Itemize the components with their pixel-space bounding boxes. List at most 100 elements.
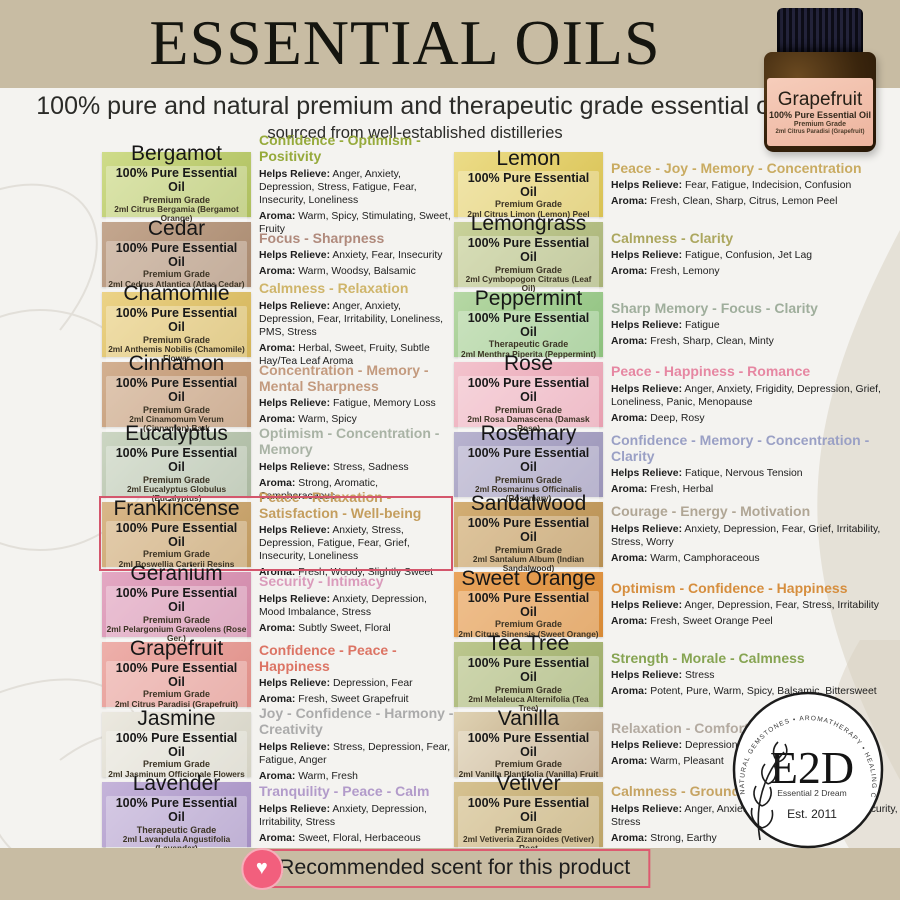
oil-pure-line: 100% Pure Essential Oil: [115, 376, 238, 404]
relieves-list: Anxiety, Depression, Fear, Grief, Irrita…: [611, 523, 881, 548]
aroma-label: Aroma:: [611, 616, 648, 628]
oil-pure-line: 100% Pure Essential Oil: [115, 586, 238, 614]
oil-benefits-headline: Relaxation - Comfort: [611, 719, 749, 736]
oil-label-image: Rose 100% Pure Essential Oil Premium Gra…: [454, 352, 603, 435]
oil-label-lines: 100% Pure Essential Oil Premium Grade 2m…: [106, 586, 247, 645]
oil-benefits-headline: Concentration - Memory - Mental Sharpnes…: [259, 361, 429, 394]
aroma-label: Aroma:: [259, 770, 296, 782]
oil-pure-line: 100% Pure Essential Oil: [115, 796, 238, 824]
relieves-list: Anxiety, Stress, Depression, Fatigue, Fe…: [259, 525, 410, 563]
oil-info: Strength - Morale - Calmness Helps Relie…: [611, 650, 898, 699]
oil-grade-line: Premium Grade: [494, 684, 563, 695]
oil-name: Jasmine: [137, 706, 216, 730]
oil-relieves: Helps Relieve: Anger, Anxiety, Depressio…: [259, 300, 454, 339]
relieves-label: Helps Relieve:: [611, 383, 683, 395]
oil-botanical-line: 2ml Citrus Limon (Lemon) Peel: [467, 208, 590, 219]
aroma-label: Aroma:: [611, 412, 648, 424]
oil-name: Geranium: [130, 562, 223, 586]
oil-entry: Jasmine 100% Pure Essential Oil Premium …: [102, 705, 454, 782]
oil-aroma: Aroma: Subtly Sweet, Floral: [259, 622, 454, 635]
oil-benefits-headline: Optimism - Concentration - Memory: [259, 425, 440, 457]
relieves-list: Fear, Fatigue, Indecision, Confusion: [684, 180, 852, 192]
aroma-list: Warm, Camphoraceous: [650, 552, 760, 564]
aroma-label: Aroma:: [259, 477, 296, 489]
oil-relieves: Helps Relieve: Depression, Fear: [259, 677, 454, 690]
aroma-list: Warm, Woodsy, Balsamic: [298, 266, 416, 278]
relieves-list: Fatique, Nervous Tension: [684, 468, 803, 480]
oil-botanical-line: 2ml Cymbopogon Citratus (Leaf Oil): [465, 273, 592, 294]
oil-botanical-line: 2ml Pelargonium Graveolens (Rose Ger.): [106, 623, 247, 644]
aroma-list: Strong, Earthy: [650, 832, 717, 844]
relieves-label: Helps Relieve:: [611, 600, 683, 612]
oil-benefits-headline: Confidence - Memory - Concentration - Cl…: [611, 431, 870, 464]
relieves-label: Helps Relieve:: [259, 300, 331, 312]
oil-grade-line: Premium Grade: [494, 404, 563, 415]
aroma-list: Sweet, Floral, Herbaceous: [298, 832, 421, 844]
aroma-list: Fresh, Clean, Sharp, Citrus, Lemon Peel: [650, 196, 838, 208]
oil-relieves: Helps Relieve: Fatique, Nervous Tension: [611, 467, 898, 480]
relieves-list: Depression: [684, 740, 738, 752]
oil-grade-line: Premium Grade: [494, 544, 563, 555]
oil-label-image: Cedar 100% Pure Essential Oil Premium Gr…: [102, 217, 251, 291]
oil-benefits-headline: Calmness - Clarity: [611, 229, 734, 246]
oil-benefits-headline: Calmness - Grounding: [611, 783, 762, 800]
oil-info: Focus - Sharpness Helps Relieve: Anxiety…: [259, 230, 454, 279]
bottle-body: Grapefruit 100% Pure Essential Oil Premi…: [764, 52, 876, 152]
oil-benefits-headline: Peace - Joy - Memory - Concentration: [611, 159, 862, 176]
oil-botanical-line: 2ml Anthemis Nobilis (Chamomile) Flower: [108, 343, 245, 364]
oil-pure-line: 100% Pure Essential Oil: [115, 660, 238, 689]
relieves-label: Helps Relieve:: [611, 523, 683, 535]
oil-relieves: Helps Relieve: Fatigue: [611, 319, 898, 332]
oil-benefits-headline: Calmness - Relaxation: [259, 280, 409, 297]
oil-label-image: Lemongrass 100% Pure Essential Oil Premi…: [454, 212, 603, 295]
oil-name: Vetiver: [496, 772, 561, 796]
oil-entry: Rosemary 100% Pure Essential Oil Premium…: [454, 422, 898, 505]
oil-grade-line: Premium Grade: [494, 199, 563, 210]
oil-info: Confidence - Memory - Concentration - Cl…: [611, 432, 898, 496]
relieves-label: Helps Relieve:: [259, 803, 331, 815]
oil-pure-line: 100% Pure Essential Oil: [115, 166, 238, 194]
oil-entry: Lavender 100% Pure Essential Oil Therape…: [102, 772, 454, 855]
oil-grade-line: Premium Grade: [142, 269, 211, 280]
aroma-list: Potent, Pure, Warm, Spicy, Balsamic, Bit…: [650, 686, 877, 698]
oil-grade-line: Premium Grade: [494, 824, 563, 835]
oil-botanical-line: 2ml Menthra Piperita (Peppermint): [460, 348, 597, 359]
oil-label-image: Bergamot 100% Pure Essential Oil Premium…: [102, 142, 251, 225]
oil-info: Security - Intimacy Helps Relieve: Anxie…: [259, 573, 454, 635]
oil-name: Lemongrass: [470, 212, 587, 236]
oil-botanical-line: 2ml Vanilla Plantifolia (Vanilla) Fruit: [458, 768, 599, 779]
aroma-label: Aroma:: [259, 266, 296, 278]
oil-grade-line: Premium Grade: [142, 549, 211, 560]
oil-relieves: Helps Relieve: Stress, Sadness: [259, 461, 454, 474]
oil-aroma: Aroma: Potent, Pure, Warm, Spicy, Balsam…: [611, 685, 898, 698]
oil-info: Tranquility - Peace - Calm Helps Relieve…: [259, 783, 454, 845]
relieves-label: Helps Relieve:: [259, 250, 331, 262]
oil-grade-line: Premium Grade: [142, 404, 211, 415]
oil-label-lines: 100% Pure Essential Oil Premium Grade 2m…: [458, 170, 599, 221]
relieves-label: Helps Relieve:: [611, 468, 683, 480]
oil-name: Frankincense: [113, 496, 240, 520]
oil-relieves: Helps Relieve: Fear, Fatigue, Indecision…: [611, 179, 898, 192]
aroma-list: Fresh, Sweet Orange Peel: [650, 616, 773, 628]
oil-name: Cinnamon: [128, 352, 225, 376]
oil-label-image: Geranium 100% Pure Essential Oil Premium…: [102, 562, 251, 645]
relieves-list: Anxiety, Depression, Mood Imbalance, Str…: [259, 593, 427, 618]
oil-name: Rosemary: [480, 422, 577, 446]
oil-relieves: Helps Relieve: Fatigue, Memory Loss: [259, 397, 454, 410]
bottle-cap: [777, 8, 863, 54]
oil-label-image: Cinnamon 100% Pure Essential Oil Premium…: [102, 352, 251, 435]
aroma-list: Herbal, Sweet, Fruity, Subtle Hay/Tea Le…: [259, 342, 430, 367]
aroma-list: Fresh, Sweet Grapefruit: [298, 694, 409, 706]
oil-pure-line: 100% Pure Essential Oil: [467, 656, 590, 684]
relieves-label: Helps Relieve:: [259, 461, 331, 473]
aroma-list: Deep, Rosy: [650, 412, 705, 424]
oil-grade-line: Premium Grade: [142, 689, 211, 700]
relieves-list: Fatigue, Confusion, Jet Lag: [684, 250, 813, 262]
brand-logo: NATURAL GEMSTONES • AROMATHERAPY • HEALI…: [720, 688, 884, 849]
oil-relieves: Helps Relieve: Anxiety, Fear, Insecurity: [259, 249, 454, 262]
oil-pure-line: 100% Pure Essential Oil: [467, 516, 590, 544]
product-bottle-image: Grapefruit 100% Pure Essential Oil Premi…: [754, 8, 886, 158]
oil-label-lines: 100% Pure Essential Oil Premium Grade 2m…: [458, 236, 599, 295]
oil-info: Calmness - Relaxation Helps Relieve: Ang…: [259, 280, 454, 368]
oil-entry: Frankincense 100% Pure Essential Oil Pre…: [99, 489, 454, 578]
